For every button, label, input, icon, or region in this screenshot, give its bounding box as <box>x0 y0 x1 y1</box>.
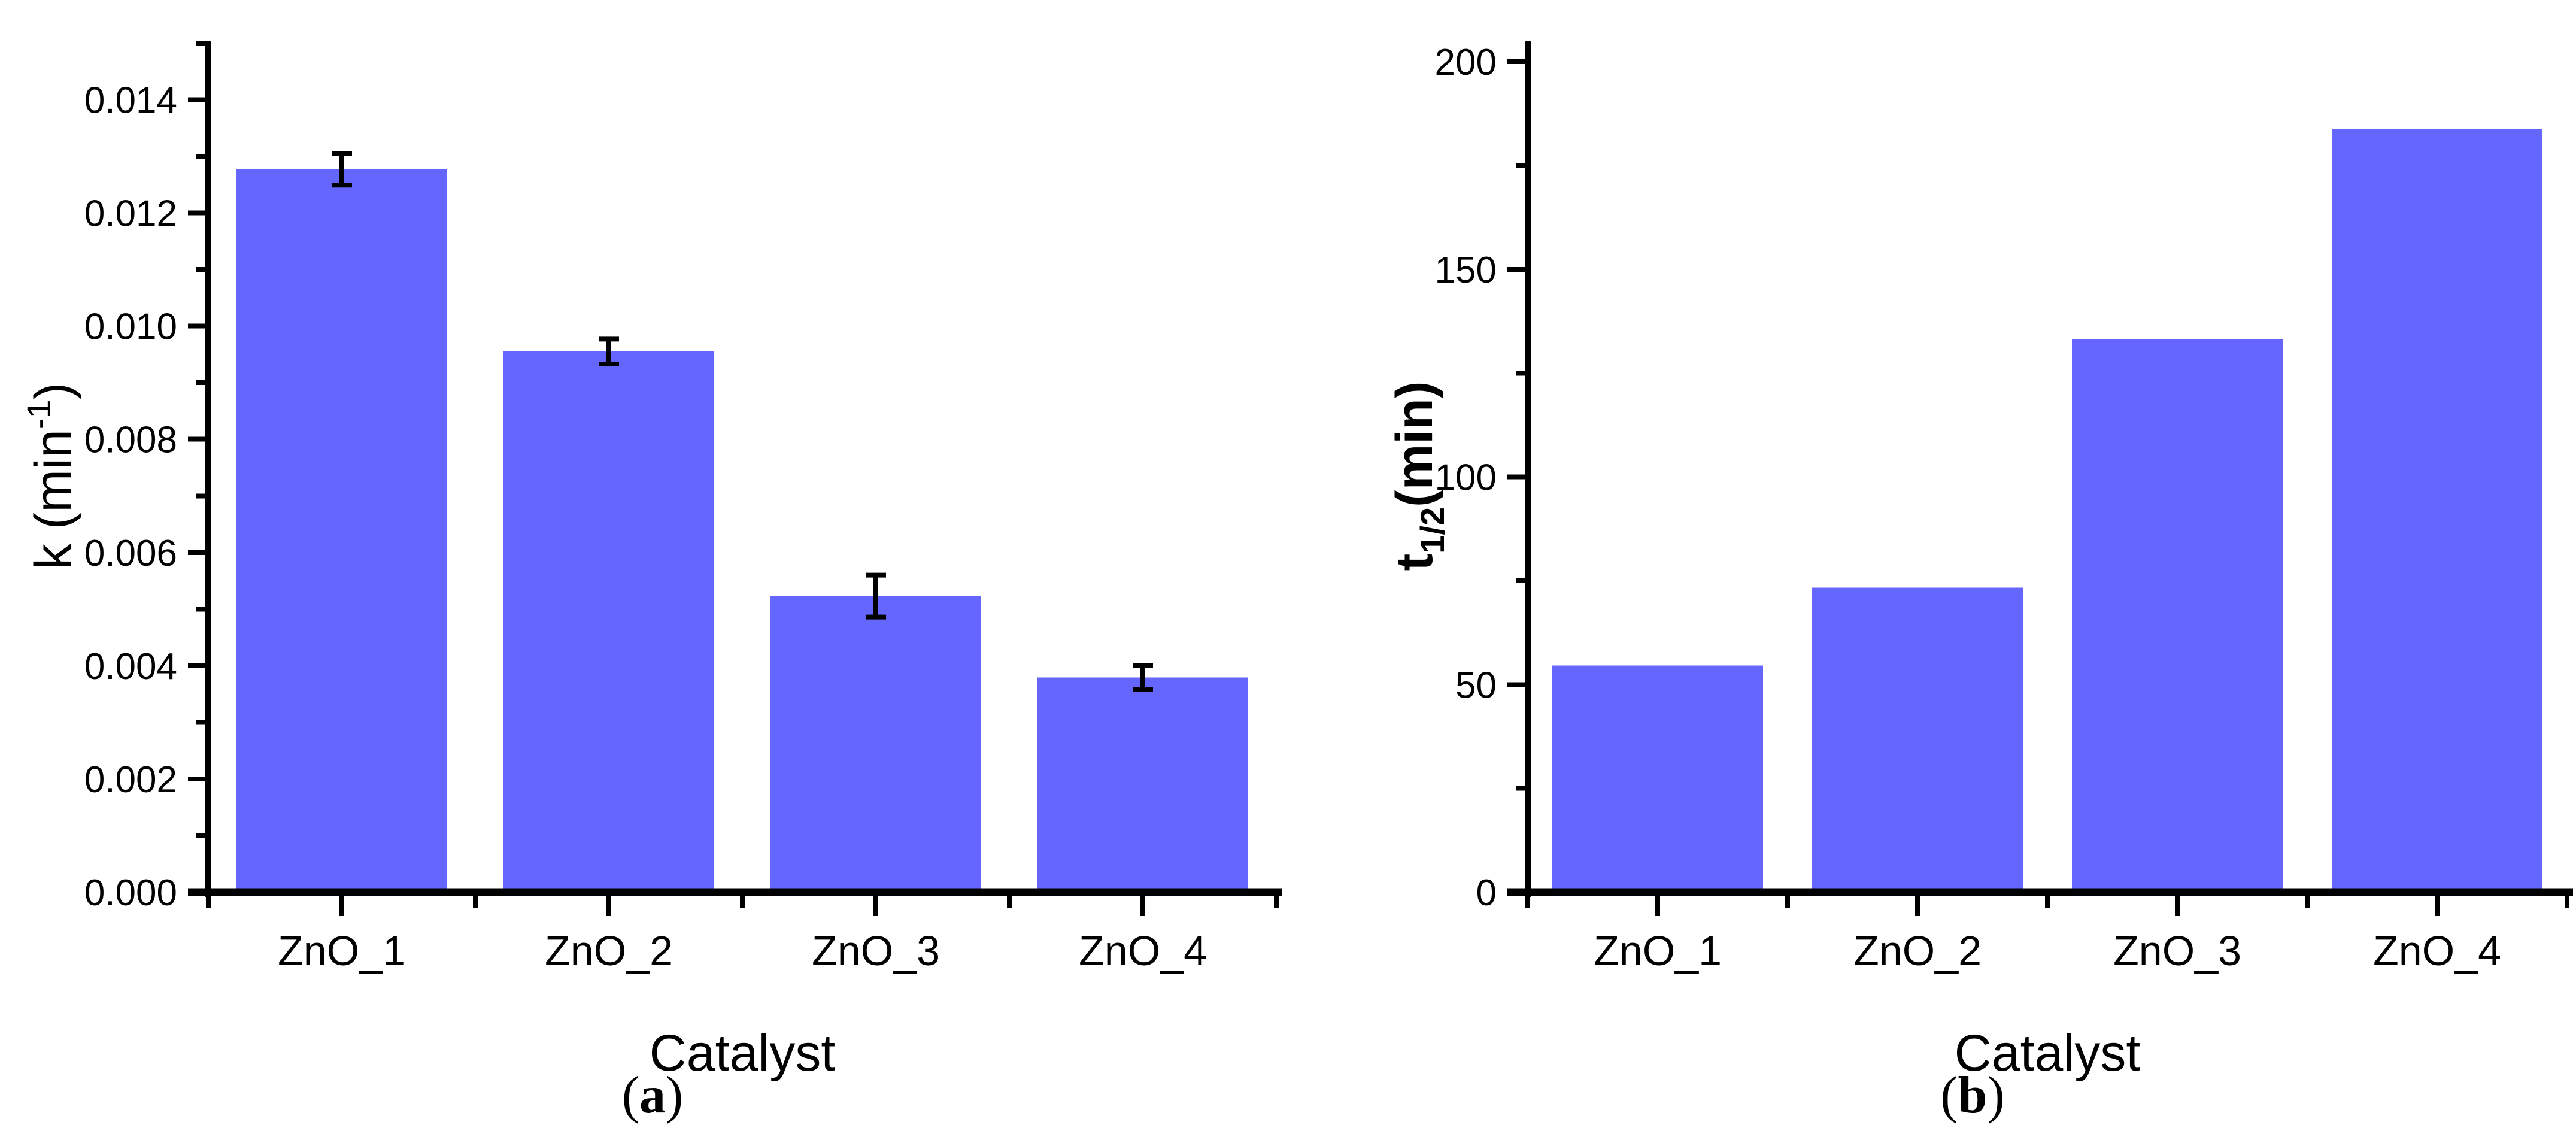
y-minor-tick <box>196 720 208 725</box>
y-axis-line <box>1525 41 1531 897</box>
y-axis-title: k (min-1) <box>20 383 82 570</box>
error-bar-ZnO_4 <box>1133 663 1153 692</box>
x-minor-tick <box>473 896 478 908</box>
x-minor-tick <box>2565 896 2569 908</box>
bar-ZnO_3 <box>770 596 981 892</box>
y-axis-title-part: t <box>1386 554 1443 571</box>
y-tick-label: 0.004 <box>84 646 177 687</box>
y-axis-title-part: 1/2 <box>1413 507 1451 554</box>
panel-a-label: (a) <box>622 1066 684 1124</box>
y-major-tick <box>1507 266 1528 272</box>
error-bar-ZnO_1 <box>332 151 352 188</box>
y-major-tick <box>188 776 208 781</box>
x-tick-label: ZnO_4 <box>1079 927 1207 974</box>
x-axis-line <box>1507 888 2573 896</box>
x-tick-label: ZnO_3 <box>812 927 940 974</box>
y-minor-tick <box>196 380 208 386</box>
x-minor-tick <box>1007 896 1012 908</box>
y-minor-tick <box>1516 578 1528 583</box>
panel-a: 0.000 0.002 0.004 0.006 0.008 0.010 0.012 0.014… <box>20 41 1282 974</box>
y-axis-title-part: (min) <box>1386 381 1443 507</box>
error-bar-ZnO_3 <box>866 572 886 620</box>
y-tick-label: 0.014 <box>84 80 177 122</box>
panel-a-xaxis-title: Catalyst <box>650 1024 836 1082</box>
y-major-tick <box>188 323 208 329</box>
y-major-tick <box>188 97 208 102</box>
y-tick-label: 150 <box>1435 250 1497 291</box>
x-minor-tick <box>1785 896 1790 908</box>
bar-ZnO_2 <box>503 351 714 892</box>
y-tick-label: 0.010 <box>84 307 177 348</box>
y-axis-title-part: -1 <box>20 399 57 429</box>
y-axis-title-part: k (min <box>25 429 82 569</box>
x-tick-label: ZnO_1 <box>1594 927 1722 974</box>
x-tick-label: ZnO_4 <box>2373 927 2501 974</box>
y-major-tick <box>1507 682 1528 687</box>
x-minor-tick <box>740 896 745 908</box>
y-major-tick <box>188 890 208 895</box>
x-axis-line <box>188 888 1282 896</box>
bar-ZnO_2 <box>1812 587 2023 892</box>
y-tick-label: 0.012 <box>84 193 177 235</box>
y-minor-tick <box>196 833 208 838</box>
bar-ZnO_4 <box>1037 677 1248 892</box>
y-minor-tick <box>1516 786 1528 791</box>
y-tick-label: 0.002 <box>84 759 177 801</box>
panel-b-label: (b) <box>1940 1066 2005 1124</box>
y-major-tick <box>1507 474 1528 480</box>
y-tick-label: 100 <box>1435 457 1497 499</box>
x-tick-label: ZnO_2 <box>1853 927 1982 974</box>
y-major-tick <box>188 550 208 555</box>
x-major-tick <box>1655 896 1660 916</box>
y-tick-label: 0.008 <box>84 420 177 461</box>
panel-b-xaxis-title: Catalyst <box>1955 1024 2141 1082</box>
x-minor-tick <box>2305 896 2310 908</box>
y-minor-tick <box>196 154 208 159</box>
x-major-tick <box>1140 896 1145 916</box>
y-tick-label: 200 <box>1435 42 1497 83</box>
y-tick-label: 0.006 <box>84 533 177 574</box>
bar-ZnO_4 <box>2332 129 2542 892</box>
x-tick-label: ZnO_3 <box>2113 927 2241 974</box>
x-minor-tick <box>1274 896 1279 908</box>
y-minor-tick <box>196 493 208 499</box>
bar-ZnO_3 <box>2072 339 2283 892</box>
x-minor-tick <box>1525 896 1530 908</box>
y-minor-tick <box>1516 163 1528 168</box>
y-major-tick <box>188 436 208 442</box>
y-minor-tick <box>1516 371 1528 376</box>
bar-ZnO_1 <box>1552 665 1763 892</box>
y-major-tick <box>188 663 208 668</box>
y-tick-label: 50 <box>1455 665 1497 706</box>
x-minor-tick <box>2045 896 2050 908</box>
error-bar-ZnO_2 <box>599 336 619 367</box>
x-tick-label: ZnO_2 <box>545 927 673 974</box>
y-axis-title: t1/2(min) <box>1386 381 1451 571</box>
panel-b: 0 50 100 150 200 ZnO_1 ZnO_2 ZnO_3 ZnO_4 t1/2(min… <box>1386 41 2573 974</box>
x-major-tick <box>1915 896 1920 916</box>
y-major-tick <box>1507 890 1528 895</box>
bar-ZnO_1 <box>236 169 447 892</box>
y-tick-label: 0 <box>1476 872 1497 914</box>
y-axis-title-part: ) <box>25 383 82 400</box>
y-major-tick <box>188 210 208 216</box>
y-axis-line <box>205 41 211 897</box>
x-major-tick <box>339 896 344 916</box>
y-tick-label: 0.000 <box>84 872 177 914</box>
x-tick-label: ZnO_1 <box>278 927 406 974</box>
x-major-tick <box>606 896 611 916</box>
y-minor-tick <box>196 267 208 272</box>
y-major-tick <box>1507 59 1528 65</box>
y-minor-tick <box>196 607 208 612</box>
x-minor-tick <box>206 896 211 908</box>
y-minor-tick <box>196 41 208 46</box>
x-major-tick <box>2175 896 2180 916</box>
x-major-tick <box>2435 896 2440 916</box>
x-major-tick <box>873 896 878 916</box>
